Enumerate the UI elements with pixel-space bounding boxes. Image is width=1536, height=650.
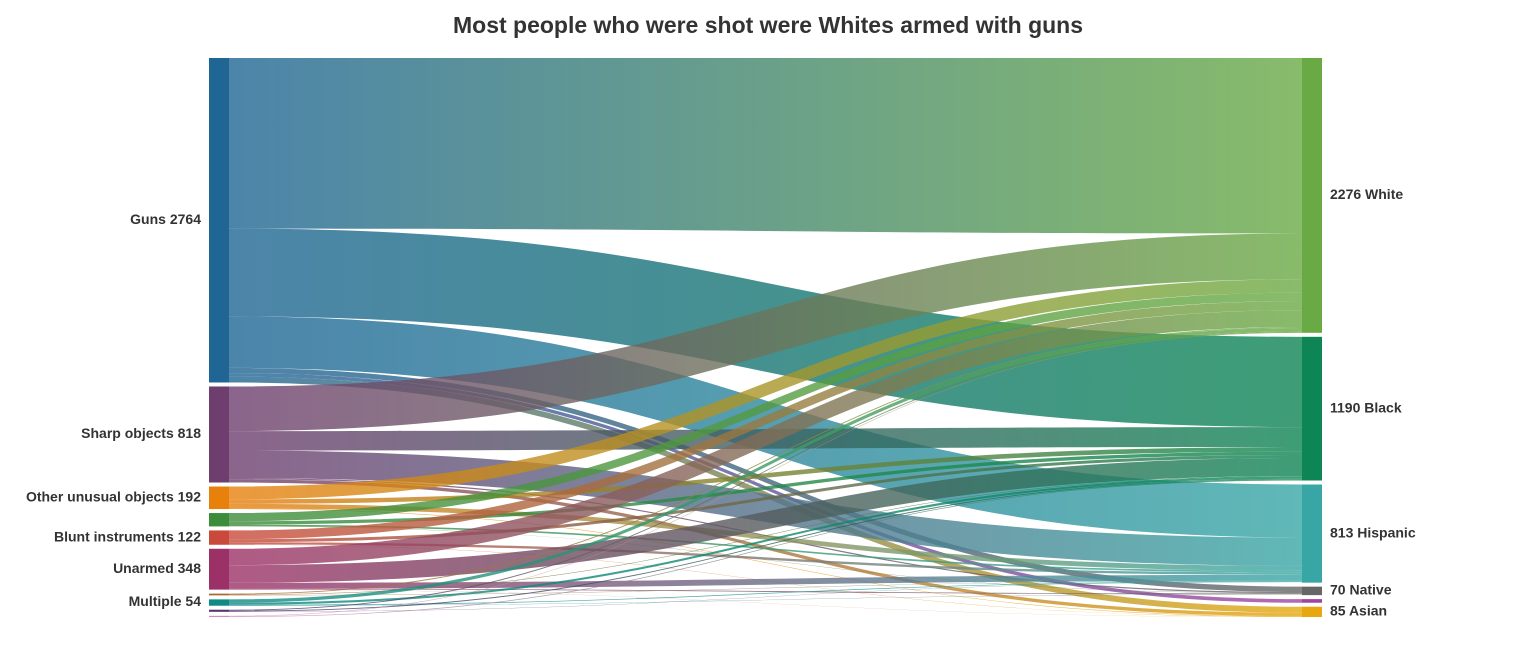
source-label-sharp-objects: Sharp objects 818 <box>81 425 201 441</box>
flow-link-guns-to-white <box>229 58 1302 234</box>
flow-link-src-8-to-black <box>229 478 1302 612</box>
target-node-hispanic <box>1302 484 1322 583</box>
flow-link-unarmed-to-asian <box>229 589 1302 617</box>
flow-link-unarmed-to-native <box>229 588 1302 595</box>
target-node-unlabeled-4 <box>1302 599 1322 603</box>
flow-link-src-3-to-white <box>229 292 1302 522</box>
target-node-native <box>1302 586 1322 596</box>
target-label-white: 2276 White <box>1330 186 1403 202</box>
source-label-guns: Guns 2764 <box>130 211 201 227</box>
flow-link-sharp-objects-to-white <box>229 233 1302 432</box>
flow-link-unarmed-to-black <box>229 458 1302 583</box>
source-node-unlabeled-8 <box>209 609 229 612</box>
source-node-blunt-instruments <box>209 530 229 545</box>
flow-link-multiple-to-hispanic <box>229 581 1302 606</box>
target-label-asian: 85 Asian <box>1330 603 1387 619</box>
flow-link-src-6-to-white <box>229 327 1302 595</box>
labels-layer: Guns 2764 Sharp objects 818 Other unusual … <box>26 186 1416 618</box>
source-node-multiple <box>209 599 229 606</box>
flow-link-src-8-to-hispanic <box>229 581 1302 612</box>
flow-link-src-3-to-native <box>229 526 1302 594</box>
flow-link-src-9-to-black <box>229 479 1302 617</box>
chart-title: Most people who were shot were Whites ar… <box>452 12 1084 38</box>
source-label-unarmed: Unarmed 348 <box>113 560 201 576</box>
source-label-other-unusual-objects: Other unusual objects 192 <box>26 488 201 504</box>
links-layer <box>229 58 1302 617</box>
source-node-sharp-objects <box>209 386 229 483</box>
flow-link-sharp-objects-to-hispanic <box>229 450 1302 566</box>
flow-link-src-6-to-black <box>229 476 1302 596</box>
source-node-unarmed <box>209 548 229 590</box>
source-node-unlabeled-6 <box>209 593 229 596</box>
flow-link-src-8-to-white <box>229 331 1302 611</box>
target-node-white <box>1302 58 1322 333</box>
flow-link-guns-to-native <box>229 367 1302 592</box>
flow-link-unarmed-to-white <box>229 310 1302 566</box>
source-node-unlabeled-3 <box>209 513 229 527</box>
flow-link-src-3-to-black <box>229 451 1302 525</box>
source-node-other-unusual-objects <box>209 486 229 510</box>
flow-link-multiple-to-native <box>229 594 1302 606</box>
flow-link-other-unusual-objects-to-black <box>229 447 1302 504</box>
flow-link-blunt-instruments-to-white <box>229 301 1302 540</box>
source-label-blunt-instruments: Blunt instruments 122 <box>54 528 201 544</box>
flow-link-multiple-to-black <box>229 476 1302 605</box>
source-node-unlabeled-9 <box>209 615 229 617</box>
flow-link-unarmed-to-hispanic <box>229 574 1302 589</box>
flow-link-other-unusual-objects-to-asian <box>229 508 1302 617</box>
flow-link-src-6-to-hispanic <box>229 580 1302 596</box>
target-label-hispanic: 813 Hispanic <box>1330 524 1416 540</box>
target-label-native: 70 Native <box>1330 582 1392 598</box>
flow-link-multiple-to-white <box>229 327 1302 603</box>
source-node-guns <box>209 58 229 383</box>
flow-link-other-unusual-objects-to-hispanic <box>229 503 1302 571</box>
flow-link-src-9-to-white <box>229 332 1302 617</box>
target-node-asian <box>1302 606 1322 617</box>
source-label-multiple: Multiple 54 <box>129 593 202 609</box>
target-label-black: 1190 Black <box>1330 399 1402 415</box>
flow-link-blunt-instruments-to-hispanic <box>229 542 1302 575</box>
target-node-black <box>1302 336 1322 481</box>
flow-link-other-unusual-objects-to-white <box>229 279 1302 500</box>
flow-link-blunt-instruments-to-black <box>229 455 1302 543</box>
nodes-layer <box>209 58 1322 617</box>
